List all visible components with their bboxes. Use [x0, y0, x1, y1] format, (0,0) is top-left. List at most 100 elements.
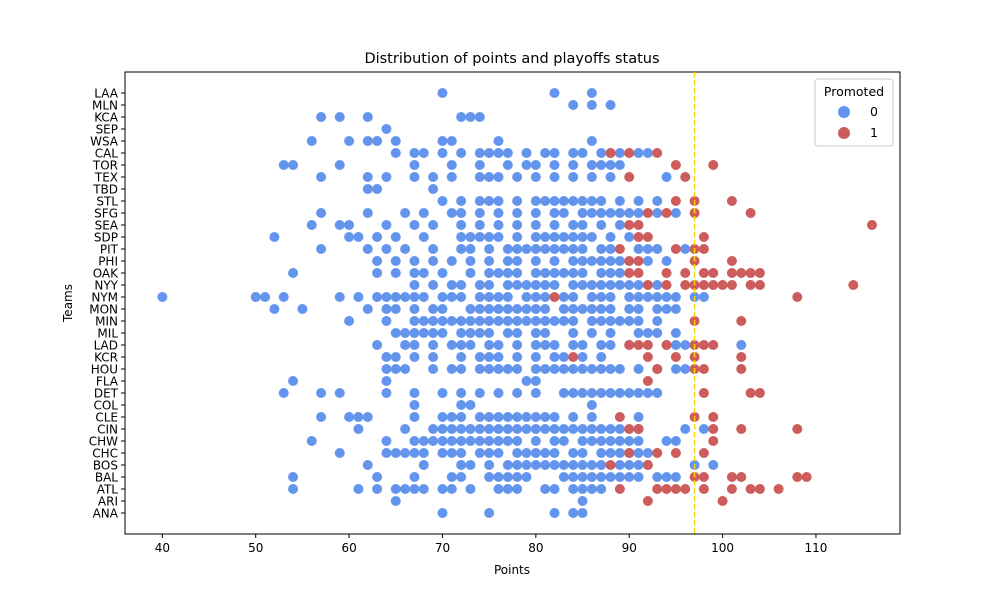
data-point-BOS-0 — [465, 460, 476, 470]
data-point-NYM-0 — [586, 292, 597, 302]
data-point-ATL-1 — [652, 484, 663, 494]
data-point-BOS-0 — [558, 460, 569, 470]
data-point-SDP-0 — [390, 232, 401, 242]
data-point-CHW-0 — [474, 436, 485, 446]
data-point-HOU-0 — [493, 364, 504, 374]
data-point-CHW-0 — [670, 436, 681, 446]
data-point-HOU-0 — [586, 364, 597, 374]
data-point-KCR-0 — [596, 352, 607, 362]
data-point-CLE-0 — [549, 412, 560, 422]
data-point-SDP-0 — [540, 232, 551, 242]
data-point-FLA-0 — [521, 376, 532, 386]
data-point-CIN-0 — [586, 424, 597, 434]
data-point-OAK-1 — [680, 268, 691, 278]
y-tick-label: MON — [89, 302, 118, 316]
data-point-TEX-0 — [586, 172, 597, 182]
data-point-MIL-0 — [586, 328, 597, 338]
data-point-ATL-0 — [418, 484, 429, 494]
data-point-BOS-0 — [362, 460, 373, 470]
data-point-SEA-0 — [334, 220, 345, 230]
data-point-BOS-0 — [596, 460, 607, 470]
data-point-NYM-0 — [250, 292, 261, 302]
data-point-SDP-0 — [577, 232, 588, 242]
data-point-PIT-0 — [558, 244, 569, 254]
data-point-STL-0 — [577, 196, 588, 206]
data-point-TEX-0 — [549, 172, 560, 182]
data-point-BOS-0 — [549, 460, 560, 470]
data-point-PIT-0 — [605, 244, 616, 254]
data-point-CLE-0 — [633, 412, 644, 422]
data-point-CIN-0 — [549, 424, 560, 434]
legend-marker-1 — [838, 127, 850, 139]
data-point-CHW-1 — [708, 436, 719, 446]
data-point-CHC-0 — [642, 448, 653, 458]
data-point-BAL-0 — [614, 472, 625, 482]
data-point-CHC-0 — [521, 448, 532, 458]
data-point-SEA-0 — [549, 220, 560, 230]
data-point-MIL-0 — [652, 328, 663, 338]
data-point-MIL-0 — [502, 328, 513, 338]
data-point-ATL-1 — [698, 484, 709, 494]
data-point-CIN-0 — [493, 424, 504, 434]
data-point-BAL-0 — [605, 472, 616, 482]
data-point-SDP-0 — [568, 232, 579, 242]
data-point-ATL-1 — [670, 484, 681, 494]
data-point-PHI-0 — [390, 256, 401, 266]
data-point-CIN-0 — [428, 424, 439, 434]
data-point-STL-0 — [633, 196, 644, 206]
data-point-LAD-0 — [530, 340, 541, 350]
data-point-FLA-0 — [288, 376, 299, 386]
data-point-KCR-0 — [493, 352, 504, 362]
data-point-SFG-0 — [577, 208, 588, 218]
data-point-SFG-0 — [512, 208, 523, 218]
data-point-CHC-0 — [549, 448, 560, 458]
data-point-CLE-0 — [493, 412, 504, 422]
data-point-ATL-0 — [446, 484, 457, 494]
data-point-PIT-0 — [652, 244, 663, 254]
data-point-CLE-0 — [502, 412, 513, 422]
data-point-KCR-1 — [736, 352, 747, 362]
data-point-SEA-0 — [577, 220, 588, 230]
data-point-CIN-1 — [736, 424, 747, 434]
y-tick-label: ATL — [97, 482, 119, 496]
data-point-MIN-0 — [446, 316, 457, 326]
data-point-CHW-0 — [437, 436, 448, 446]
data-point-CLE-0 — [353, 412, 364, 422]
data-point-ANA-0 — [484, 508, 495, 518]
data-point-LAD-1 — [642, 340, 653, 350]
data-point-CLE-0 — [530, 412, 541, 422]
data-point-SDP-0 — [418, 232, 429, 242]
data-point-OAK-0 — [418, 268, 429, 278]
data-point-LAD-1 — [698, 340, 709, 350]
data-point-CLE-0 — [456, 412, 467, 422]
data-point-STL-0 — [512, 196, 523, 206]
data-point-NYY-0 — [586, 280, 597, 290]
legend-marker-0 — [838, 106, 850, 118]
x-tick-label: 90 — [622, 541, 637, 555]
data-point-MON-0 — [493, 304, 504, 314]
data-point-KCA-0 — [456, 112, 467, 122]
data-point-HOU-0 — [530, 364, 541, 374]
data-point-FLA-0 — [381, 376, 392, 386]
data-point-MON-0 — [474, 304, 485, 314]
data-point-BAL-0 — [652, 472, 663, 482]
data-point-SDP-0 — [269, 232, 280, 242]
data-point-OAK-0 — [437, 268, 448, 278]
data-point-ANA-0 — [568, 508, 579, 518]
data-point-CIN-0 — [484, 424, 495, 434]
data-point-CHW-0 — [446, 436, 457, 446]
data-point-ANA-0 — [577, 508, 588, 518]
data-point-NYY-0 — [521, 280, 532, 290]
data-point-BAL-0 — [288, 472, 299, 482]
data-point-OAK-1 — [736, 268, 747, 278]
data-point-PHI-0 — [614, 256, 625, 266]
data-point-DET-0 — [605, 388, 616, 398]
data-point-MIN-0 — [381, 316, 392, 326]
data-point-BOS-1 — [605, 460, 616, 470]
legend-label-1: 1 — [870, 125, 878, 140]
data-point-DET-0 — [633, 388, 644, 398]
data-point-MIN-0 — [652, 316, 663, 326]
data-point-NYY-0 — [428, 280, 439, 290]
data-point-PHI-1 — [624, 256, 635, 266]
data-point-CAL-0 — [568, 148, 579, 158]
